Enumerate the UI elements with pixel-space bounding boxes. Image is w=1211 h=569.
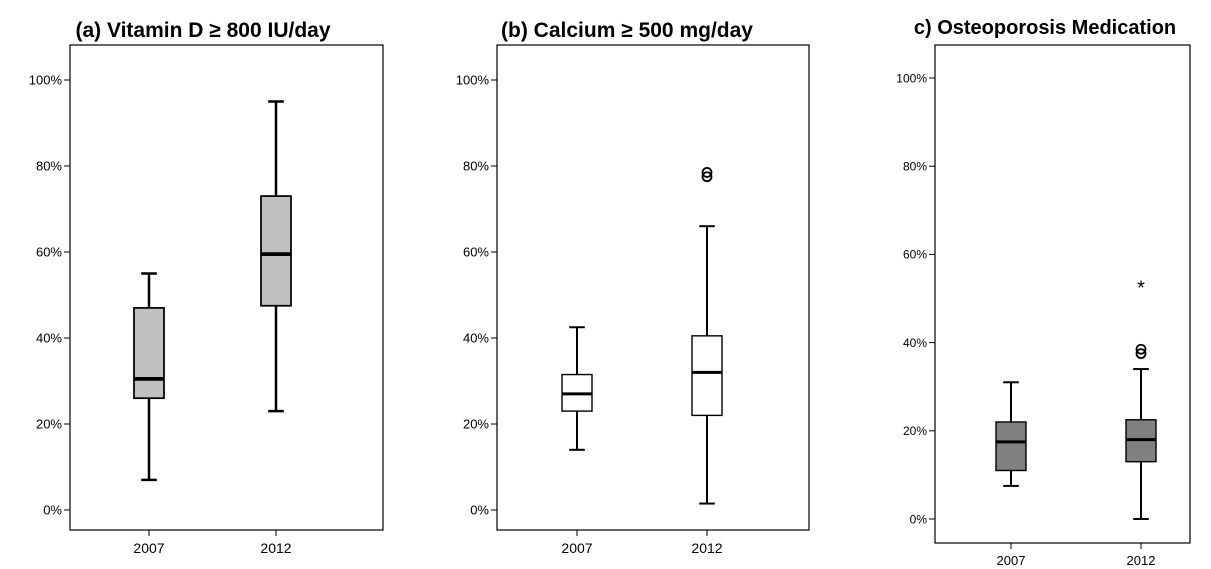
box-2012: * (1125, 277, 1157, 520)
iqr-box (260, 195, 292, 307)
iqr-box (995, 421, 1027, 472)
panel-2: (b) Calcium ≥ 500 mg/day 0% 20% 40% 60% 80% 10… (456, 19, 810, 556)
box-2012 (691, 167, 723, 505)
y-tick-label: 20% (903, 424, 927, 438)
x-tick-label: 2012 (1127, 553, 1156, 568)
panel-title: (a) Vitamin D ≥ 800 IU/day (75, 19, 330, 42)
y-tick-label: 100% (456, 73, 490, 88)
y-tick-label: 100% (896, 71, 927, 85)
plot-frame (496, 44, 810, 531)
y-tick-label: 40% (903, 336, 927, 350)
y-tick-label: 60% (36, 245, 62, 260)
x-tick-label: 2007 (997, 553, 1026, 568)
y-tick-label: 20% (463, 417, 489, 432)
iqr-box (691, 335, 723, 417)
y-tick-label: 60% (463, 245, 489, 260)
outlier-point (701, 167, 713, 178)
y-tick-label: 60% (903, 248, 927, 262)
box-2007 (133, 272, 165, 482)
y-tick-label: 80% (36, 159, 62, 174)
x-tick-label: 2012 (691, 540, 722, 556)
outlier-point (1135, 343, 1147, 355)
panel-1: (a) Vitamin D ≥ 800 IU/day 0% 20% 40% 60% 80%… (29, 19, 384, 556)
y-tick-label: 80% (903, 160, 927, 174)
extreme-point: * (1137, 277, 1145, 299)
panel-title: c) Osteoporosis Medication (914, 17, 1176, 39)
y-tick-label: 20% (36, 417, 62, 432)
panel-3: c) Osteoporosis Medication 0% 20% 40% 60% 80%… (896, 17, 1191, 568)
plot-frame (934, 44, 1191, 544)
iqr-box (133, 307, 165, 400)
y-tick-label: 40% (36, 331, 62, 346)
y-tick-label: 0% (470, 503, 489, 518)
outlier-point (1135, 348, 1147, 360)
box-2007 (995, 381, 1027, 487)
x-tick-label: 2007 (561, 540, 592, 556)
box-2012 (260, 100, 292, 413)
y-tick-label: 100% (29, 73, 63, 88)
y-tick-label: 40% (463, 331, 489, 346)
x-tick-label: 2007 (133, 540, 164, 556)
panel-title: (b) Calcium ≥ 500 mg/day (501, 19, 753, 42)
y-tick-label: 80% (463, 159, 489, 174)
plot-frame (69, 44, 384, 531)
outlier-point (701, 171, 713, 183)
y-tick-label: 0% (910, 512, 928, 526)
y-tick-label: 0% (43, 503, 62, 518)
x-tick-label: 2012 (260, 540, 291, 556)
box-2007 (561, 326, 593, 451)
